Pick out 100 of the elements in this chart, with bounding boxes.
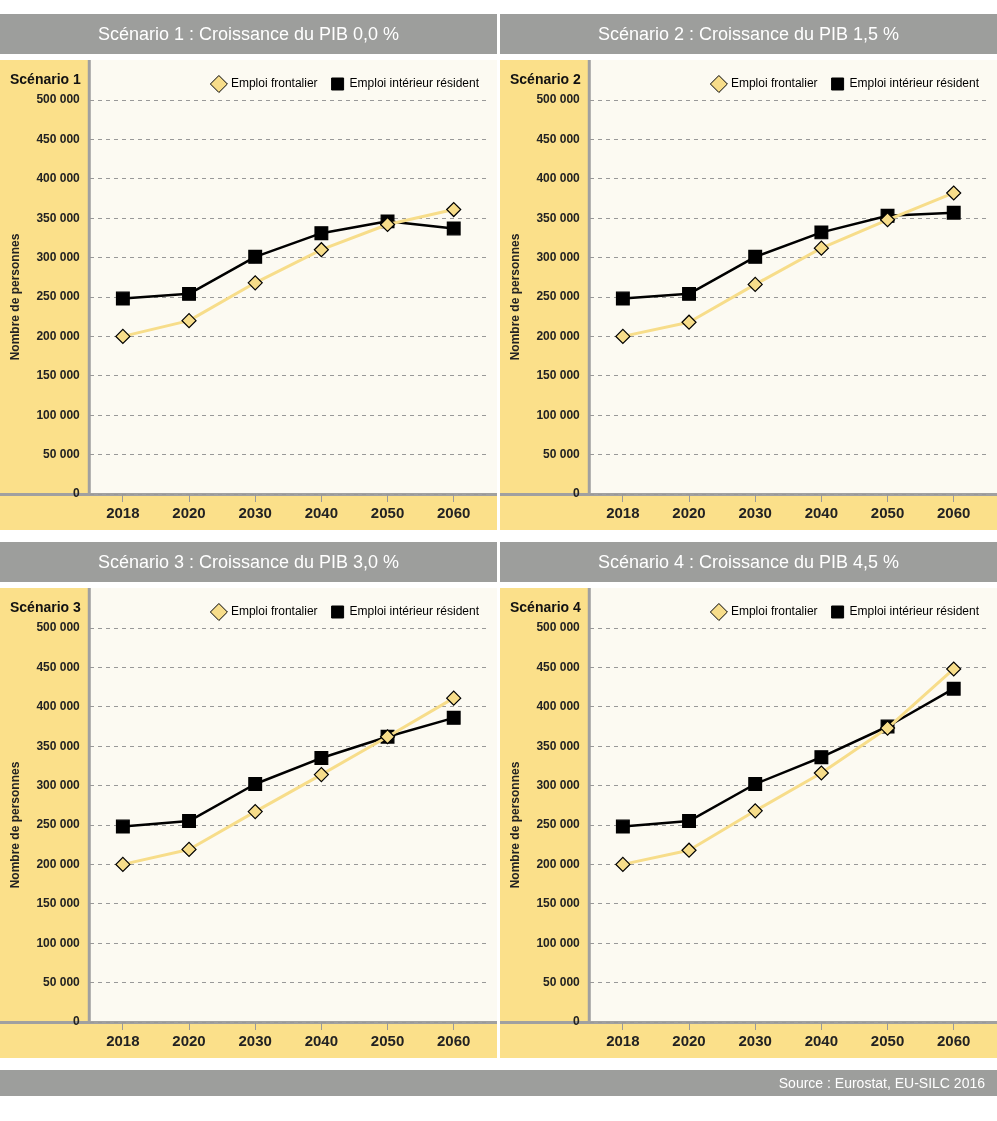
y-tick-label: 400 000 xyxy=(536,171,581,186)
y-tick-label: 150 000 xyxy=(536,896,581,911)
x-tick-label: 2060 xyxy=(937,504,971,522)
y-tick-label: 250 000 xyxy=(536,289,581,304)
x-tick-label: 2020 xyxy=(172,504,206,522)
legend-label: Emploi intérieur résident xyxy=(349,76,480,91)
y-tick-label: 0 xyxy=(573,1014,581,1029)
y-tick-label: 350 000 xyxy=(536,738,581,753)
y-tick-label: 0 xyxy=(73,1014,81,1029)
x-tick-label: 2018 xyxy=(606,1032,640,1050)
y-tick-label: 250 000 xyxy=(536,817,581,832)
y-tick-label: 350 000 xyxy=(36,210,81,225)
y-tick-label: 300 000 xyxy=(536,249,581,264)
legend-label: Emploi frontalier xyxy=(230,604,318,619)
chart-title: Scénario 1 : Croissance du PIB 0,0 % xyxy=(0,14,497,54)
point xyxy=(946,681,961,696)
point xyxy=(747,803,763,819)
point xyxy=(115,819,130,834)
x-tick-label: 2018 xyxy=(106,1032,140,1050)
x-tick-label: 2030 xyxy=(238,504,272,522)
y-tick-label: 200 000 xyxy=(536,328,581,343)
y-axis-title: Nombre de personnes xyxy=(507,233,522,361)
y-tick-label: 500 000 xyxy=(536,92,581,107)
y-tick-label: 50 000 xyxy=(543,974,581,989)
y-tick-label: 350 000 xyxy=(536,210,581,225)
point xyxy=(946,205,961,220)
chart-subtitle: Scénario 4 xyxy=(510,598,582,615)
point xyxy=(182,814,196,829)
point xyxy=(615,328,631,344)
point xyxy=(446,221,461,236)
chart-title: Scénario 3 : Croissance du PIB 3,0 % xyxy=(0,542,497,582)
point xyxy=(814,225,829,240)
chart-subtitle: Scénario 1 xyxy=(10,70,82,87)
point xyxy=(446,690,462,706)
point xyxy=(682,286,696,301)
x-tick-label: 2060 xyxy=(937,1032,971,1050)
y-tick-label: 250 000 xyxy=(36,817,81,832)
y-axis-title: Nombre de personnes xyxy=(7,761,22,889)
y-tick-label: 450 000 xyxy=(536,659,581,674)
x-tick-label: 2040 xyxy=(304,504,339,522)
point xyxy=(615,856,631,872)
x-tick-label: 2020 xyxy=(672,1032,706,1050)
x-tick-label: 2040 xyxy=(804,1032,839,1050)
point xyxy=(182,286,196,301)
point xyxy=(313,242,329,258)
x-tick-label: 2050 xyxy=(370,504,405,522)
y-tick-label: 500 000 xyxy=(536,620,581,635)
point xyxy=(446,710,461,725)
point xyxy=(115,328,131,344)
y-tick-label: 450 000 xyxy=(36,659,81,674)
y-tick-label: 450 000 xyxy=(536,131,581,146)
x-tick-label: 2030 xyxy=(738,504,772,522)
point xyxy=(747,276,763,292)
point xyxy=(181,841,197,858)
point xyxy=(748,777,763,791)
point xyxy=(314,751,329,765)
y-tick-label: 50 000 xyxy=(543,446,581,461)
y-tick-label: 200 000 xyxy=(36,328,81,343)
y-tick-label: 150 000 xyxy=(36,896,81,911)
point xyxy=(314,226,329,241)
x-tick-label: 2040 xyxy=(304,1032,339,1050)
y-tick-label: 100 000 xyxy=(536,407,581,422)
y-tick-label: 200 000 xyxy=(36,856,81,871)
y-tick-label: 300 000 xyxy=(36,249,81,264)
point xyxy=(446,201,462,218)
point xyxy=(615,819,630,834)
y-tick-label: 400 000 xyxy=(536,699,581,714)
y-tick-label: 400 000 xyxy=(36,699,81,714)
point xyxy=(814,750,829,765)
x-tick-label: 2050 xyxy=(870,504,905,522)
y-tick-label: 100 000 xyxy=(536,935,581,950)
y-tick-label: 150 000 xyxy=(36,368,81,383)
x-tick-label: 2050 xyxy=(870,1032,905,1050)
y-axis-title: Nombre de personnes xyxy=(507,761,522,889)
legend-label: Emploi frontalier xyxy=(730,604,818,619)
chart-subtitle: Scénario 2 xyxy=(510,70,582,87)
point xyxy=(681,842,697,858)
point xyxy=(181,313,197,329)
point xyxy=(247,804,263,820)
source-note: Source : Eurostat, EU-SILC 2016 xyxy=(777,1075,985,1091)
x-tick-label: 2040 xyxy=(804,504,839,522)
y-tick-label: 100 000 xyxy=(36,407,81,422)
point xyxy=(115,291,130,306)
y-tick-label: 50 000 xyxy=(43,974,81,989)
x-tick-label: 2020 xyxy=(672,504,706,522)
x-tick-label: 2020 xyxy=(172,1032,206,1050)
x-tick-label: 2060 xyxy=(437,1032,471,1050)
legend-label: Emploi intérieur résident xyxy=(349,604,480,619)
point xyxy=(813,765,829,781)
x-tick-label: 2018 xyxy=(606,504,640,522)
point xyxy=(615,291,630,306)
point xyxy=(748,249,763,264)
point xyxy=(115,856,131,872)
legend-label: Emploi intérieur résident xyxy=(849,76,980,91)
y-tick-label: 150 000 xyxy=(536,368,581,383)
point xyxy=(248,249,263,264)
point xyxy=(681,314,697,330)
y-tick-label: 400 000 xyxy=(36,171,81,186)
point xyxy=(247,275,263,291)
point xyxy=(879,212,896,228)
